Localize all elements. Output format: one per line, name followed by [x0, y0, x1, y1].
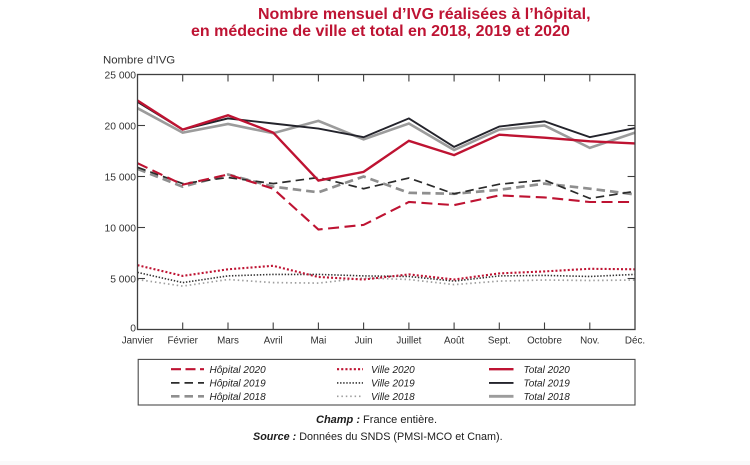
svg-text:5 000: 5 000 [110, 275, 136, 286]
svg-text:Mai: Mai [311, 336, 327, 347]
svg-text:Avril: Avril [264, 336, 283, 347]
svg-text:Nombre d’IVG: Nombre d’IVG [103, 55, 175, 67]
svg-text:Hôpital 2019: Hôpital 2019 [210, 379, 267, 390]
svg-text:15 000: 15 000 [105, 173, 137, 184]
svg-text:Ville 2018: Ville 2018 [371, 392, 415, 403]
svg-text:0: 0 [130, 323, 136, 334]
svg-text:Mars: Mars [217, 336, 239, 347]
svg-text:20 000: 20 000 [105, 122, 137, 133]
svg-text:Juin: Juin [355, 336, 373, 347]
svg-text:Février: Février [167, 336, 198, 347]
svg-text:25 000: 25 000 [105, 71, 137, 82]
svg-text:10 000: 10 000 [105, 224, 137, 235]
svg-text:Nov.: Nov. [580, 336, 599, 347]
svg-text:Total 2018: Total 2018 [524, 392, 571, 403]
svg-text:Hôpital 2020: Hôpital 2020 [210, 365, 267, 376]
svg-text:Juillet: Juillet [396, 336, 421, 347]
svg-text:Août: Août [444, 336, 464, 347]
svg-text:Octobre: Octobre [527, 336, 562, 347]
svg-text:Sept.: Sept. [488, 336, 511, 347]
svg-text:Total 2019: Total 2019 [524, 379, 571, 390]
svg-text:Janvier: Janvier [122, 336, 154, 347]
svg-text:Hôpital 2018: Hôpital 2018 [210, 392, 267, 403]
svg-text:Ville 2020: Ville 2020 [371, 365, 415, 376]
svg-text:Déc.: Déc. [625, 336, 645, 347]
svg-text:Ville 2019: Ville 2019 [371, 379, 415, 390]
svg-text:Total 2020: Total 2020 [524, 365, 571, 376]
